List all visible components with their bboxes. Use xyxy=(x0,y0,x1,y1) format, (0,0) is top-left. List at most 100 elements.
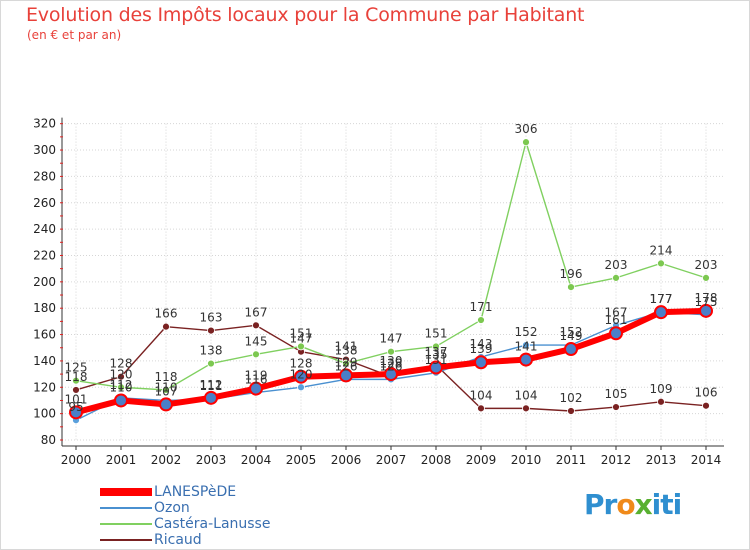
data-label: 171 xyxy=(470,300,493,314)
y-tick-label: 180 xyxy=(33,301,56,315)
data-point xyxy=(564,342,578,357)
data-label: 111 xyxy=(200,379,223,393)
x-tick-label: 2014 xyxy=(691,453,722,467)
y-tick-label: 80 xyxy=(41,433,56,447)
legend-label: Ricaud xyxy=(154,532,202,548)
y-tick-label: 300 xyxy=(33,143,56,157)
data-label: 125 xyxy=(65,361,88,375)
data-point xyxy=(204,390,218,405)
data-point xyxy=(657,259,665,268)
data-label: 112 xyxy=(110,378,133,392)
data-point xyxy=(612,403,620,411)
x-tick-label: 2001 xyxy=(106,453,137,467)
data-point xyxy=(252,321,260,330)
data-label: 137 xyxy=(425,345,448,359)
data-label: 203 xyxy=(695,258,718,272)
legend-swatch xyxy=(100,488,152,496)
data-point xyxy=(702,273,710,282)
data-point xyxy=(69,405,83,420)
data-point xyxy=(207,326,215,335)
data-label: 161 xyxy=(605,313,628,327)
legend-label: Castéra-Lanusse xyxy=(154,516,271,532)
data-label: 152 xyxy=(515,325,538,339)
data-point xyxy=(612,273,620,282)
data-point xyxy=(384,367,398,382)
data-label: 126 xyxy=(380,359,403,373)
data-label: 95 xyxy=(68,400,83,414)
data-label: 178 xyxy=(695,291,718,305)
data-point xyxy=(474,355,488,370)
data-label: 110 xyxy=(155,380,178,394)
y-tick-label: 260 xyxy=(33,196,56,210)
data-point xyxy=(339,368,353,383)
legend-label: LANESPèDE xyxy=(154,484,237,500)
data-point xyxy=(117,372,125,381)
data-label: 116 xyxy=(245,373,268,387)
data-point xyxy=(114,393,128,408)
data-point xyxy=(567,283,575,292)
y-tick-label: 200 xyxy=(33,275,56,289)
data-label: 105 xyxy=(605,387,628,401)
data-label: 151 xyxy=(425,326,448,340)
logo-part-pr: Pr xyxy=(584,488,617,521)
y-tick-label: 280 xyxy=(33,169,56,183)
data-point xyxy=(117,383,125,392)
x-tick-label: 2013 xyxy=(646,453,677,467)
data-point xyxy=(387,347,395,356)
data-label: 128 xyxy=(380,357,403,371)
data-point xyxy=(72,376,80,385)
data-point xyxy=(522,404,530,413)
y-tick-label: 240 xyxy=(33,222,56,236)
data-label: 110 xyxy=(110,380,133,394)
data-point xyxy=(477,316,485,324)
x-tick-label: 2006 xyxy=(331,453,362,467)
data-point xyxy=(567,407,575,415)
x-tick-label: 2004 xyxy=(241,453,272,467)
x-tick-label: 2011 xyxy=(556,453,587,467)
x-tick-label: 2000 xyxy=(61,453,92,467)
data-label: 130 xyxy=(380,354,403,368)
legend-label: Ozon xyxy=(154,500,190,516)
y-tick-label: 140 xyxy=(33,354,56,368)
x-tick-label: 2009 xyxy=(466,453,497,467)
chart-subtitle: (en € et par an) xyxy=(27,28,122,42)
data-label: 128 xyxy=(290,357,313,371)
data-label: 143 xyxy=(470,337,493,351)
data-point xyxy=(294,369,308,384)
legend-swatch xyxy=(100,539,152,541)
data-point xyxy=(207,359,215,368)
data-point xyxy=(657,397,665,406)
x-tick-label: 2012 xyxy=(601,453,632,467)
logo-part-x: x xyxy=(634,488,653,521)
data-label: 177 xyxy=(650,292,673,306)
logo-part-o: o xyxy=(616,488,635,521)
data-point xyxy=(522,341,530,350)
data-label: 131 xyxy=(425,353,448,367)
x-tick-label: 2002 xyxy=(151,453,182,467)
data-point xyxy=(432,342,440,351)
data-label: 104 xyxy=(470,388,493,402)
data-point xyxy=(249,381,263,396)
data-point xyxy=(522,138,530,147)
data-point xyxy=(699,303,713,318)
x-tick-label: 2007 xyxy=(376,453,407,467)
data-point xyxy=(477,404,485,413)
proxiti-logo: Proxiti xyxy=(584,488,682,521)
legend-swatch xyxy=(100,523,152,525)
data-point xyxy=(297,342,305,351)
data-label: 138 xyxy=(200,344,223,358)
x-tick-label: 2003 xyxy=(196,453,227,467)
data-label: 139 xyxy=(470,342,493,356)
data-point xyxy=(609,326,623,341)
data-label: 203 xyxy=(605,258,628,272)
chart-title: Evolution des Impôts locaux pour la Comm… xyxy=(26,4,585,26)
y-tick-label: 220 xyxy=(33,248,56,262)
y-tick-label: 160 xyxy=(33,328,56,342)
data-label: 120 xyxy=(290,367,313,381)
data-label: 102 xyxy=(560,391,583,405)
data-point xyxy=(162,386,170,394)
data-label: 306 xyxy=(515,122,538,136)
data-label: 177 xyxy=(650,292,673,306)
data-label: 145 xyxy=(245,334,268,348)
data-label: 167 xyxy=(245,305,268,319)
